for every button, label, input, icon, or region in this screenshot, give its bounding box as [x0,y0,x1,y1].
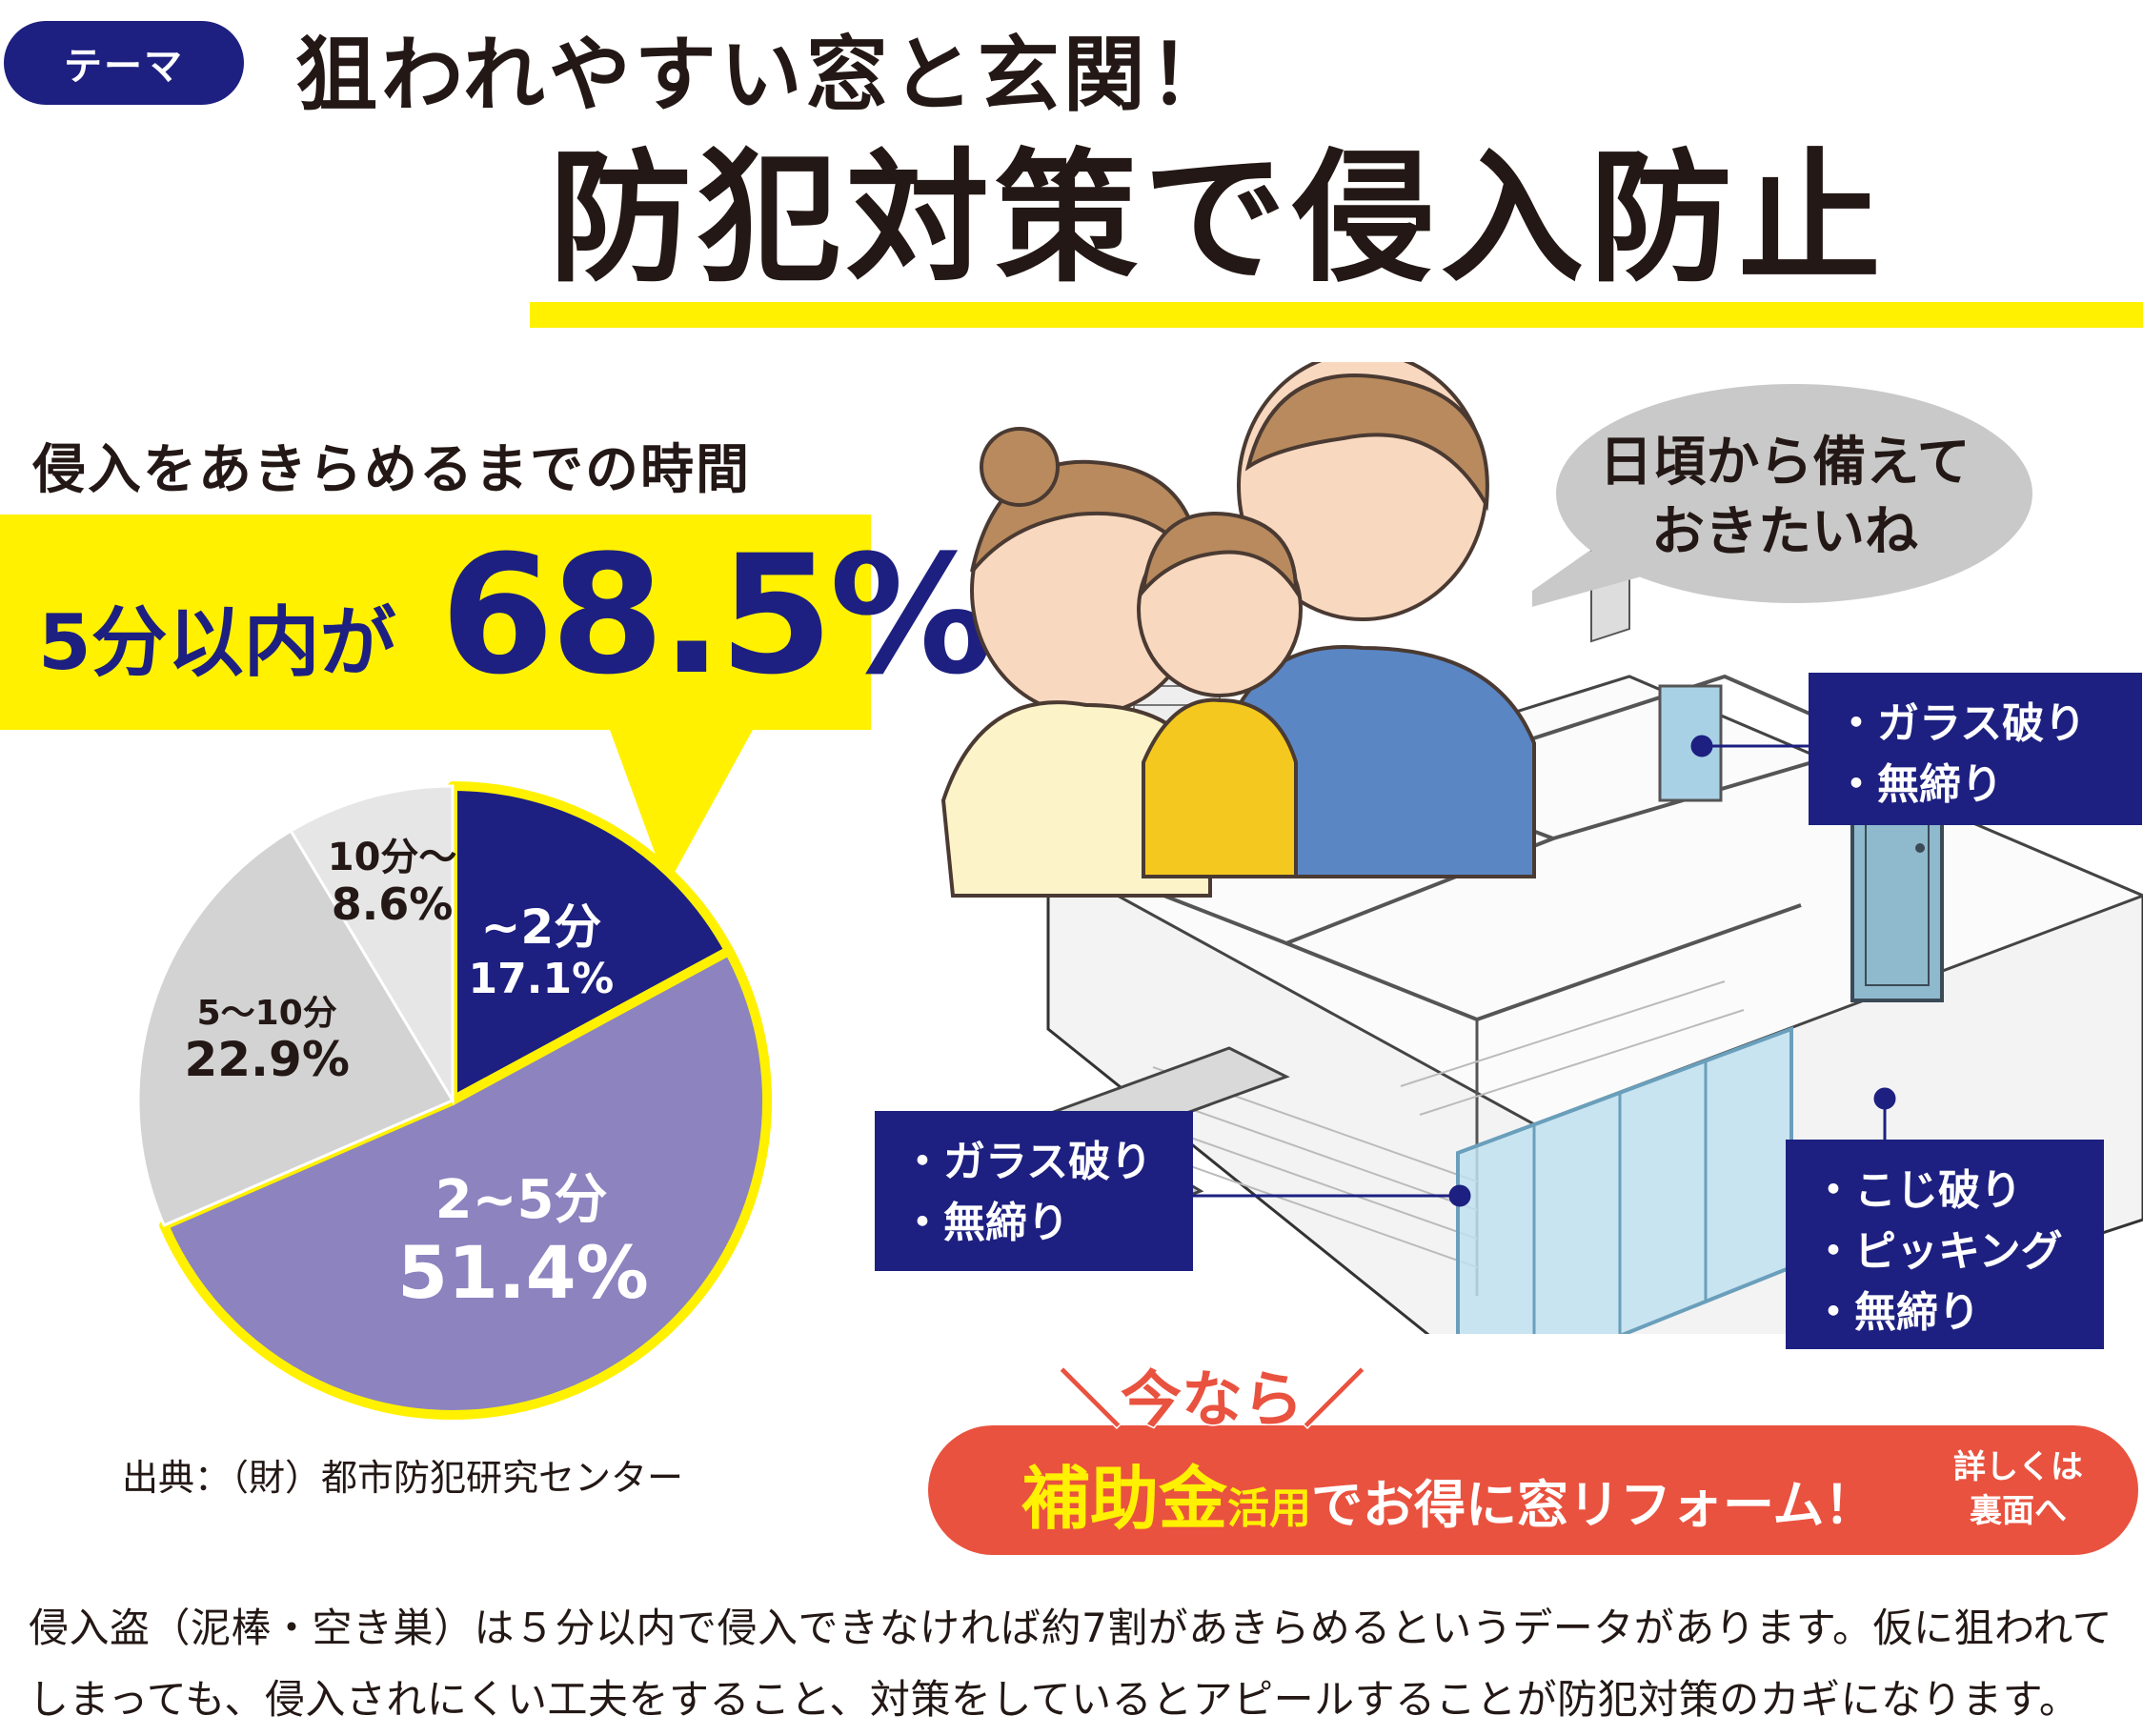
pie-slice [136,828,455,1228]
pie-chart [136,781,772,1420]
speech-text: 日頃から備えて おきたいね [1532,429,2037,568]
pie-slice-label: ~2分 17.1% [417,900,665,1003]
headline: 狙われやすい窓と玄関！ [295,28,1235,123]
pie-slice-value: 17.1% [468,954,615,1003]
callout-item: ・ガラス破り [901,1138,1153,1186]
pie-slice [448,781,735,1105]
stat-percent: 68.5% [440,519,994,711]
pie-slice-category: ~2分 [480,899,602,956]
pie-slice-category: 10分～ [327,835,457,879]
main-title: 防犯対策で侵入防止 [549,136,1888,302]
speech-line-1: 日頃から備えて [1599,432,1971,494]
speech-bubble [1532,384,2032,607]
callout-door: ・こじ破り ・ピッキング ・無締り [1786,1140,2104,1349]
callout-item: ・ガラス破り [1835,699,2087,748]
stat-lead: 5分以内が [38,598,396,687]
callout-item: ・無締り [1812,1287,1980,1337]
pie-slice-label: 2~5分 51.4% [397,1168,649,1315]
banner-note-line-2: 裏面へ [1970,1491,2067,1530]
callout-item: ・ピッキング [1812,1226,2063,1276]
stat-highlight-box [0,515,871,886]
stat-caption: 侵入をあきらめるまでの時間 [32,439,751,501]
title-underline [530,302,2143,328]
pie-slice-category: 5～10分 [196,993,337,1033]
pie-slice-value: 51.4% [397,1229,649,1315]
pie-slice-value: 8.6% [331,878,454,930]
banner-rest: でお得に窓リフォーム！ [1311,1475,1876,1535]
banner-note: 詳しくは 裏面へ [1953,1446,2083,1534]
speech-line-2: おきたいね [1651,500,1918,563]
callout-window-top: ・ガラス破り ・無締り [1809,673,2142,825]
pie-slice [289,784,455,1106]
pie-slice [159,945,772,1420]
body-paragraph: 侵入盗（泥棒・空き巣）は５分以内で侵入できなければ約7割があきらめるというデータ… [29,1605,2113,1723]
source-note: 出典：（財）都市防犯研究センター [122,1457,684,1499]
callout-item: ・無締り [1835,759,2003,809]
pie-slice-label: 5～10分 22.9% [143,994,391,1088]
pie-slice-value: 22.9% [184,1032,350,1088]
callout-window-left: ・ガラス破り ・無締り [875,1111,1193,1271]
callout-item: ・こじ破り [1812,1166,2022,1215]
now-tag: ＼今なら／ [1059,1364,1366,1438]
pie-slice-label: 10分～ 8.6% [269,836,516,930]
subsidy-banner [928,1425,2138,1555]
banner-subsidy: 補助金 [1021,1459,1228,1539]
banner-note-line-1: 詳しくは [1953,1448,2083,1486]
banner-text: 補助金活用でお得に窓リフォーム！ [1021,1443,1875,1543]
pie-slice-category: 2~5分 [435,1168,608,1231]
banner-katsuyo: 活用 [1227,1484,1312,1533]
theme-badge: テーマ [4,21,244,105]
callout-item: ・無締り [901,1198,1069,1247]
